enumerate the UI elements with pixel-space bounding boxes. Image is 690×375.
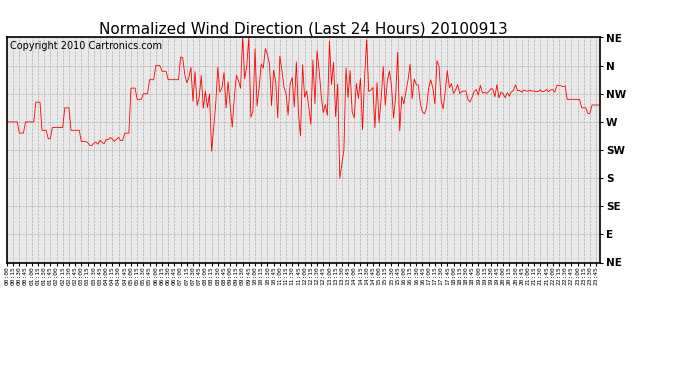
Title: Normalized Wind Direction (Last 24 Hours) 20100913: Normalized Wind Direction (Last 24 Hours… bbox=[99, 21, 508, 36]
Text: Copyright 2010 Cartronics.com: Copyright 2010 Cartronics.com bbox=[10, 41, 162, 51]
